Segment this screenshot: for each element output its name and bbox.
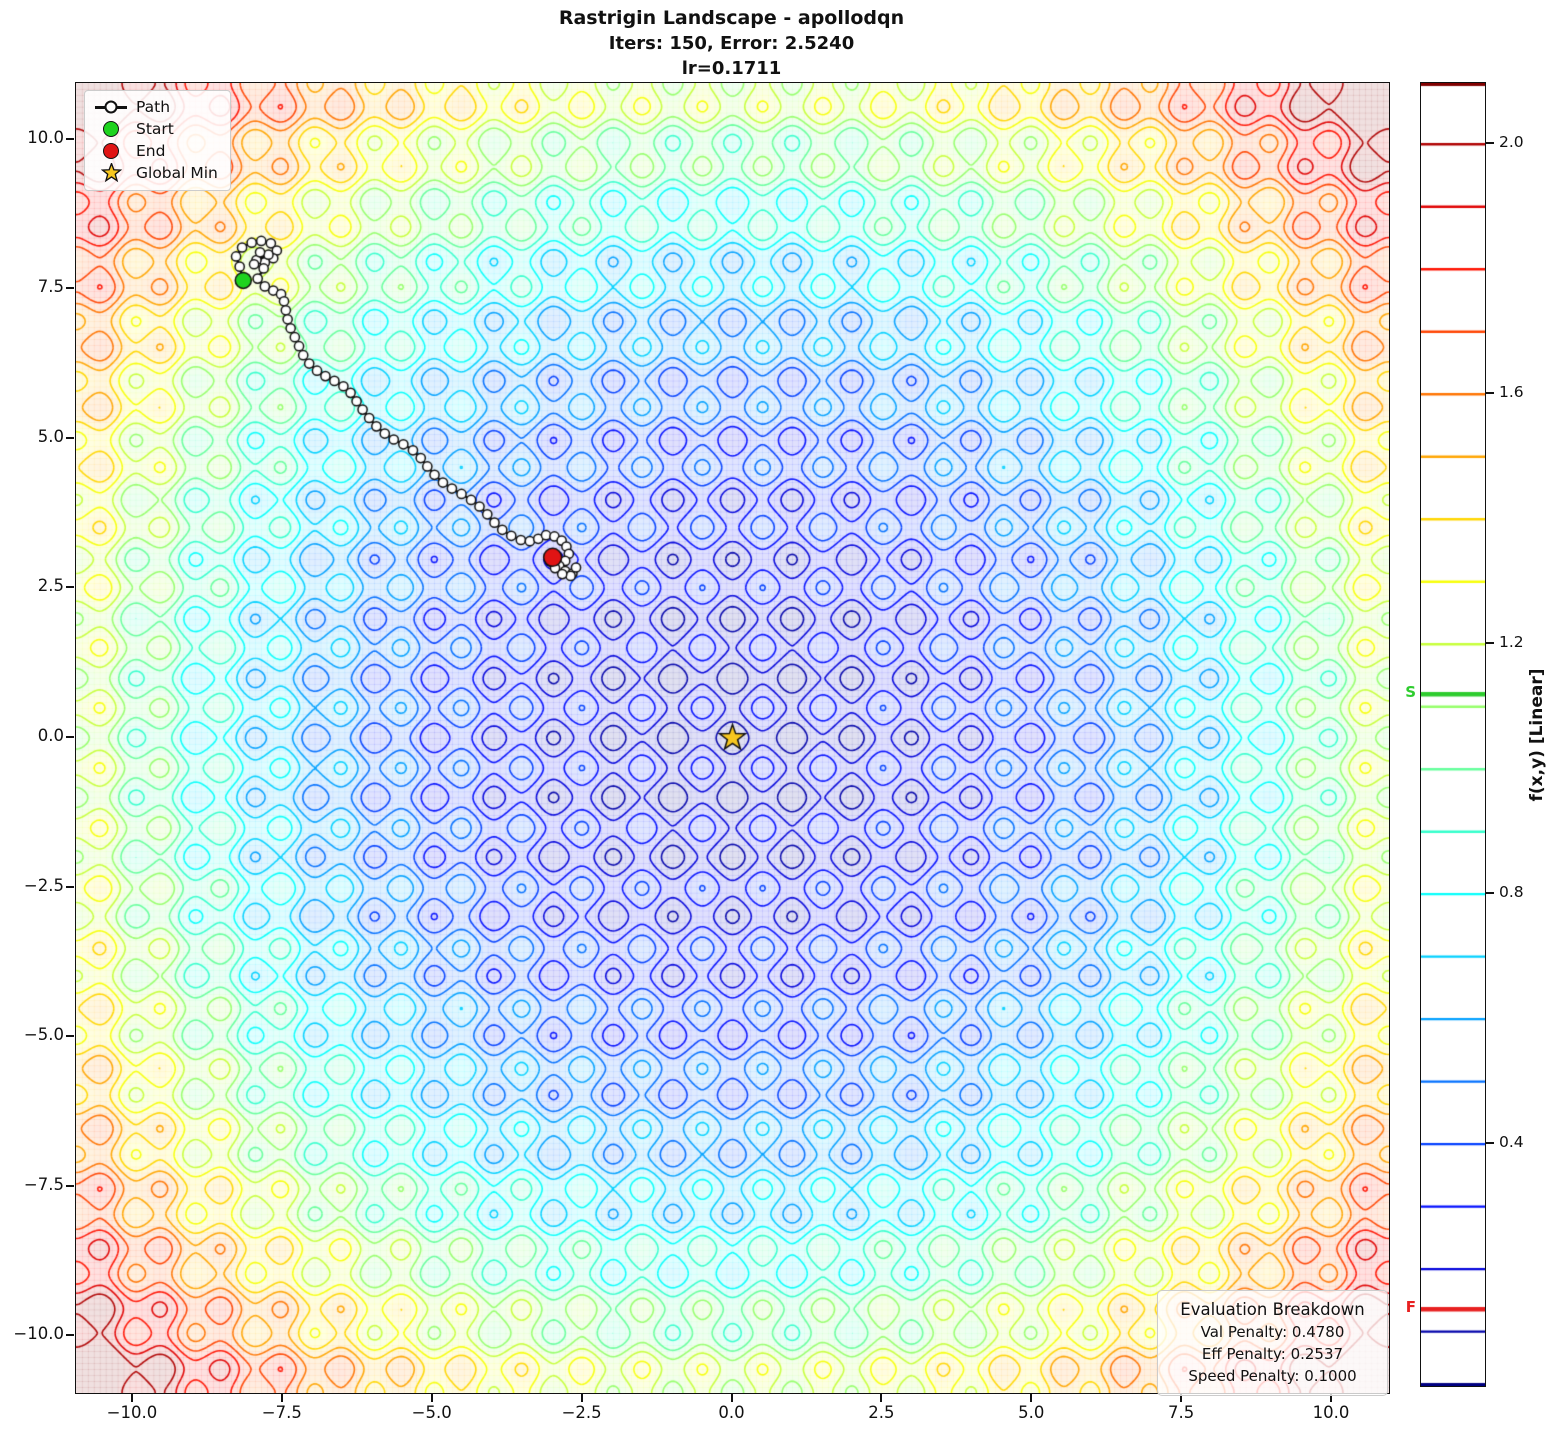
colorbar-axis-title: f(x,y) [Linear] [1527,668,1547,802]
colorbar-tick-mark [1486,892,1494,895]
evaluation-breakdown-box: Evaluation Breakdown Val Penalty: 0.4780… [1157,1290,1388,1396]
val-penalty: Val Penalty: 0.4780 [1200,1323,1345,1341]
x-tick-mark [1180,1394,1183,1402]
x-tick-mark [580,1394,583,1402]
colorbar-canvas [1421,83,1485,1386]
y-tick-mark [66,736,74,738]
colorbar-tick-label: 1.2 [1499,633,1524,652]
y-tick-mark [66,586,74,589]
star-icon [94,163,128,183]
speed-penalty: Speed Penalty: 0.1000 [1188,1367,1357,1385]
title-iters-error: Iters: 150, Error: 2.5240 [608,33,855,54]
x-tick-label: 7.5 [1168,1403,1195,1422]
x-tick-mark [730,1394,733,1402]
path-line-icon [94,100,128,114]
y-tick-label: 2.5 [37,576,64,596]
x-tick-mark [880,1394,883,1402]
y-tick-mark [66,137,74,140]
y-tick-label: −7.5 [23,1174,64,1194]
colorbar-tick-mark [1486,392,1494,395]
y-tick-mark [66,436,74,439]
colorbar-tick-label: 0.8 [1499,883,1524,902]
colorbar-tick-label: 1.6 [1499,383,1524,402]
x-tick-label: 5.0 [1018,1403,1045,1422]
y-tick-mark [66,885,74,888]
x-tick-mark [1330,1394,1333,1402]
chart-title: Rastrigin Landscape - apollodqn Iters: 1… [75,6,1388,81]
y-tick-label: 0.0 [37,726,64,745]
x-tick-label: −10.0 [106,1403,158,1422]
x-tick-label: 2.5 [868,1403,895,1422]
y-tick-label: 5.0 [37,426,64,446]
x-tick-mark [280,1394,283,1402]
x-tick-mark [130,1394,133,1402]
colorbar [1420,82,1486,1387]
eff-penalty: Eff Penalty: 0.2537 [1201,1345,1344,1363]
evaluation-breakdown-title: Evaluation Breakdown [1180,1300,1365,1319]
colorbar-start-value-label: S [1405,683,1416,702]
legend-item-global-min: Global Min [94,162,218,184]
title-learning-rate: lr=0.1711 [681,58,782,79]
legend-item-path: Path [94,96,218,118]
y-tick-mark [66,1334,74,1337]
legend-label-global-min: Global Min [136,164,218,182]
y-tick-label: −5.0 [23,1025,64,1045]
x-tick-label: 10.0 [1312,1403,1350,1422]
colorbar-tick-label: 2.0 [1499,133,1524,152]
y-tick-mark [66,1035,74,1038]
y-tick-label: −2.5 [23,875,64,895]
x-tick-label: −5.0 [411,1403,452,1422]
x-tick-mark [430,1394,433,1402]
colorbar-final-value-label: F [1405,1298,1416,1317]
y-tick-label: −10.0 [13,1324,64,1344]
y-tick-label: 10.0 [27,127,64,147]
colorbar-tick-label: 0.4 [1499,1133,1524,1152]
legend-label-path: Path [136,98,171,116]
legend: Path Start End Global Min [84,90,231,191]
colorbar-tick-mark [1486,142,1494,145]
y-tick-label: 7.5 [37,277,64,297]
x-tick-label: −2.5 [561,1403,602,1422]
legend-item-start: Start [94,118,218,140]
x-tick-label: −7.5 [261,1403,302,1422]
y-tick-mark [66,1184,74,1187]
legend-label-end: End [136,142,166,160]
start-marker-icon [94,121,128,137]
colorbar-tick-mark [1486,1142,1494,1145]
legend-item-end: End [94,140,218,162]
title-main: Rastrigin Landscape - apollodqn [558,7,905,29]
x-tick-mark [1030,1394,1033,1402]
end-marker-icon [94,143,128,159]
y-tick-mark [66,287,74,290]
colorbar-tick-mark [1486,642,1494,645]
legend-label-start: Start [136,120,174,138]
plot-area: Path Start End Global Min Evaluation Bre… [75,82,1390,1396]
contour-plot-canvas [76,83,1389,1393]
x-tick-label: 0.0 [718,1403,745,1422]
